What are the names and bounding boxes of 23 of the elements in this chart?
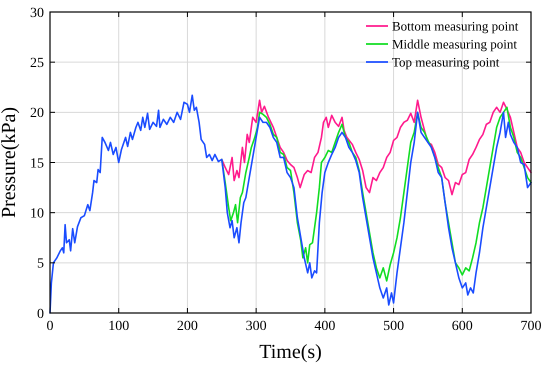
x-tick-label: 300 — [246, 319, 267, 334]
x-tick-label: 100 — [108, 319, 130, 334]
legend-label: Top measuring point — [392, 54, 500, 70]
y-tick-label: 0 — [37, 306, 44, 322]
x-tick-label: 200 — [176, 319, 198, 334]
x-tick-label: 500 — [383, 319, 404, 334]
x-tick-label: 0 — [46, 319, 54, 334]
y-tick-label: 10 — [30, 206, 44, 222]
y-tick-label: 15 — [30, 156, 44, 172]
y-axis-title: Pressure(kPa) — [0, 106, 20, 218]
x-tick-label: 700 — [520, 319, 542, 334]
line-series — [220, 106, 532, 282]
y-tick-label: 30 — [30, 6, 44, 21]
x-tick-label: 600 — [452, 319, 473, 334]
y-tick-label: 20 — [30, 106, 44, 122]
y-tick-label: 25 — [30, 56, 44, 72]
x-tick-label: 400 — [314, 319, 336, 334]
y-tick-label: 5 — [37, 256, 44, 272]
line-series — [49, 94, 532, 314]
legend-label: Middle measuring point — [392, 36, 518, 52]
x-axis-title: Time(s) — [259, 341, 322, 363]
legend-label: Bottom measuring point — [392, 18, 519, 34]
line-series — [220, 99, 532, 196]
